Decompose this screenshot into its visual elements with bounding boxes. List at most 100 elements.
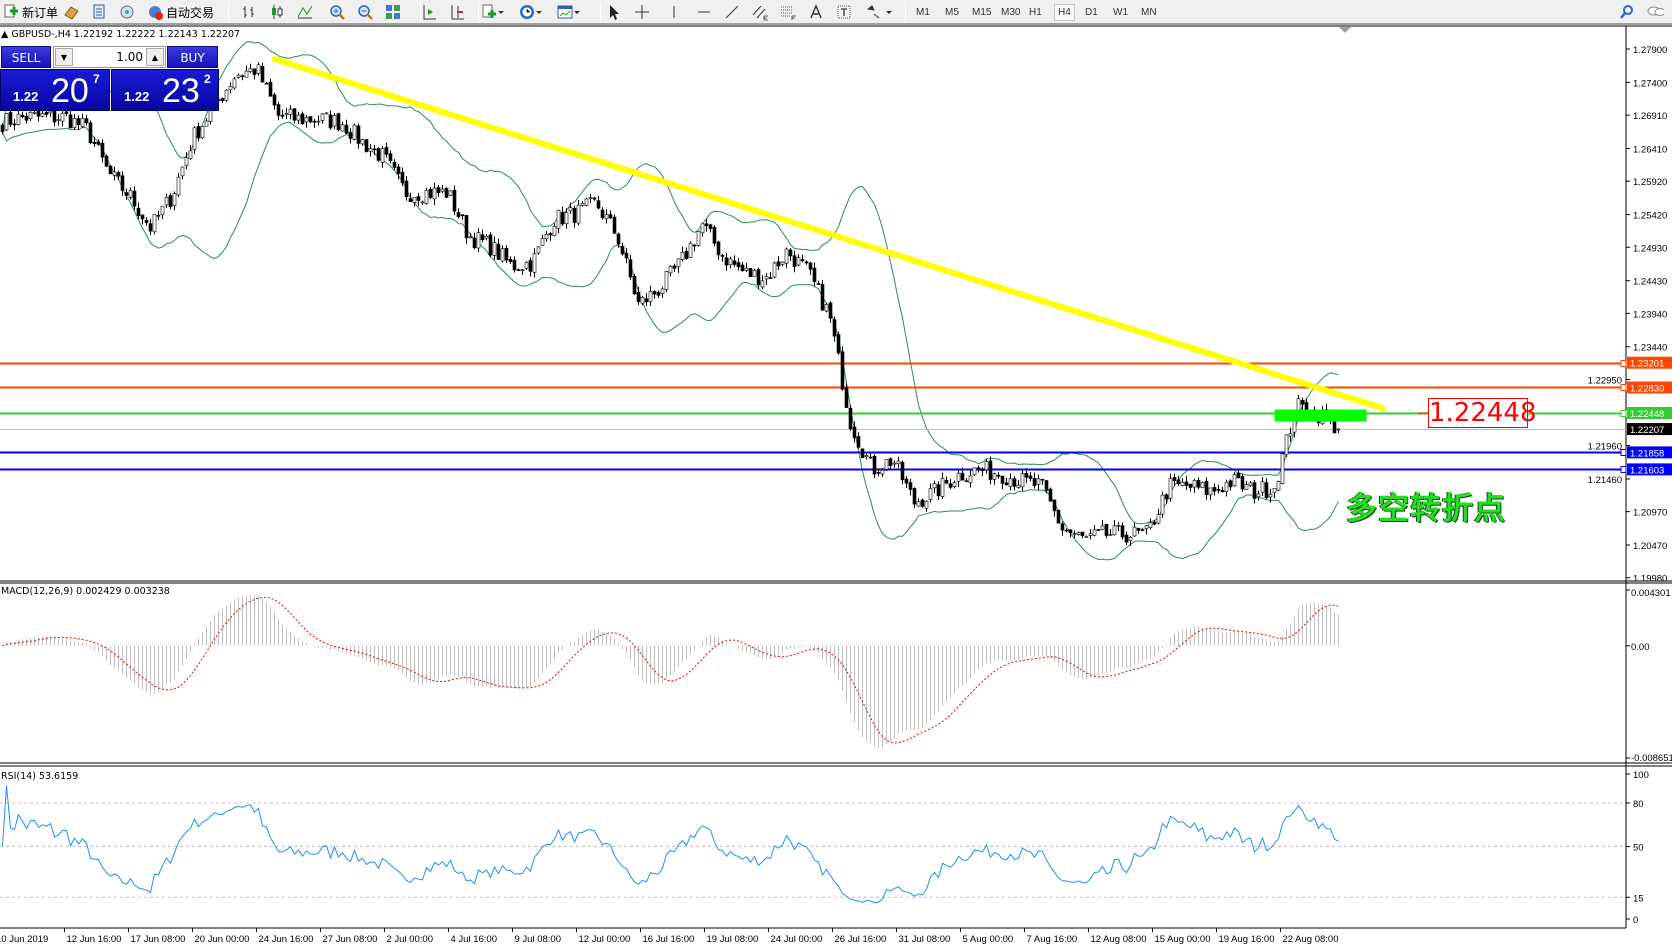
- timeframe-h1[interactable]: H1: [1029, 7, 1042, 18]
- candle: [660, 286, 665, 298]
- candle: [344, 119, 349, 135]
- toolbar: 新订单 自动交易 M1 M5 M15 M30 H1 H4 D1 W1 MN: [0, 0, 1672, 25]
- chart-shift-button[interactable]: [420, 2, 438, 22]
- line-chart-button[interactable]: [296, 2, 314, 22]
- dropdown-button[interactable]: [886, 2, 892, 22]
- timeframe-m5[interactable]: M5: [945, 7, 959, 18]
- candle: [1240, 473, 1245, 492]
- indicators-button[interactable]: [480, 2, 498, 22]
- buy-button[interactable]: BUY: [167, 46, 218, 68]
- data-window-button[interactable]: [90, 2, 108, 22]
- sell-price-box[interactable]: 1.22 20 7: [0, 69, 110, 111]
- candle-body: [696, 231, 701, 246]
- cursor-button[interactable]: [605, 2, 623, 22]
- lot-decrease-button[interactable]: ▼: [55, 48, 73, 66]
- candle: [340, 121, 345, 132]
- candle-body: [812, 267, 817, 282]
- candle: [268, 78, 273, 97]
- horizontal-line-button[interactable]: [695, 2, 713, 22]
- vertical-line-button[interactable]: [665, 2, 683, 22]
- candle-body: [644, 298, 649, 303]
- candle: [372, 144, 377, 155]
- candlestick-button[interactable]: [268, 2, 286, 22]
- timeframe-w1[interactable]: W1: [1113, 7, 1128, 18]
- candle: [1160, 491, 1165, 518]
- timeframe-mn[interactable]: MN: [1141, 7, 1157, 18]
- trendline-button[interactable]: [723, 2, 741, 22]
- templates-button[interactable]: [556, 2, 574, 22]
- candle: [656, 290, 661, 299]
- search-button[interactable]: [1618, 2, 1636, 22]
- candle: [1232, 472, 1237, 487]
- candle-body: [1100, 525, 1105, 530]
- candle: [264, 81, 269, 85]
- candle-body: [656, 292, 661, 296]
- sell-button[interactable]: SELL: [1, 46, 51, 68]
- candle-body: [1164, 494, 1169, 500]
- candle: [320, 113, 325, 124]
- candle-body: [220, 98, 225, 101]
- candle: [356, 123, 361, 149]
- timeframe-m1[interactable]: M1: [916, 7, 930, 18]
- text-label-button[interactable]: [835, 2, 853, 22]
- candle: [276, 101, 281, 121]
- bar-chart-button[interactable]: [240, 2, 258, 22]
- candle-body: [848, 407, 853, 430]
- zoom-in-button[interactable]: [328, 2, 346, 22]
- time-axis-label: 12 Jun 16:00: [67, 934, 122, 945]
- tile-windows-button[interactable]: [384, 2, 402, 22]
- timeframe-h4[interactable]: H4: [1054, 4, 1075, 21]
- candle-body: [52, 109, 57, 123]
- timeframe-m30[interactable]: M30: [1001, 7, 1021, 18]
- candle: [944, 476, 949, 485]
- candle-body: [528, 260, 533, 272]
- candle: [820, 279, 825, 312]
- candle-body: [552, 226, 557, 236]
- equidistant-channel-button[interactable]: [751, 2, 769, 22]
- time-axis-label: 10 Jun 2019: [0, 934, 48, 945]
- candle-body: [88, 122, 93, 144]
- candle-body: [580, 203, 585, 206]
- candle-body: [676, 258, 681, 268]
- lot-input[interactable]: [74, 47, 145, 67]
- candle-body: [648, 291, 653, 303]
- candle: [452, 185, 457, 216]
- dropdown-button[interactable]: [574, 2, 580, 22]
- candle: [72, 114, 77, 130]
- candle-body: [32, 112, 37, 114]
- navigator-button[interactable]: [118, 2, 136, 22]
- crosshair-button[interactable]: [633, 2, 651, 22]
- lot-increase-button[interactable]: ▲: [146, 48, 164, 66]
- annotation-text[interactable]: 多空转折点: [1346, 491, 1506, 527]
- auto-trading-label[interactable]: 自动交易: [166, 5, 215, 20]
- market-watch-button[interactable]: [62, 2, 80, 22]
- candle-body: [868, 456, 873, 459]
- arrows-button[interactable]: [865, 2, 883, 22]
- autoscroll-button[interactable]: [448, 2, 466, 22]
- timeframe-d1[interactable]: D1: [1085, 7, 1098, 18]
- auto-trading-button[interactable]: [146, 2, 164, 22]
- chat-button[interactable]: [1646, 2, 1664, 22]
- zoom-out-button[interactable]: [356, 2, 374, 22]
- new-order-label[interactable]: 新订单: [22, 5, 59, 20]
- dropdown-button[interactable]: [536, 2, 542, 22]
- candle: [912, 487, 917, 508]
- timeframe-m15[interactable]: M15: [972, 7, 992, 18]
- candle: [592, 197, 597, 201]
- periods-button[interactable]: [518, 2, 536, 22]
- level-price-box[interactable]: 1.22448: [1428, 398, 1537, 428]
- price-axis-label: 1.23440: [1633, 343, 1667, 354]
- candle-body: [952, 482, 957, 487]
- fibonacci-button[interactable]: [779, 2, 797, 22]
- candle-body: [108, 165, 113, 175]
- candle: [376, 147, 381, 162]
- buy-price-box[interactable]: 1.22 23 2: [111, 69, 219, 111]
- dropdown-button[interactable]: [498, 2, 504, 22]
- collapse-triangle-icon[interactable]: ▲: [1, 29, 9, 40]
- new-order-button[interactable]: [2, 2, 20, 22]
- candle-body: [992, 473, 997, 480]
- candle-body: [1240, 476, 1245, 490]
- text-button[interactable]: [807, 2, 825, 22]
- candle: [436, 184, 441, 197]
